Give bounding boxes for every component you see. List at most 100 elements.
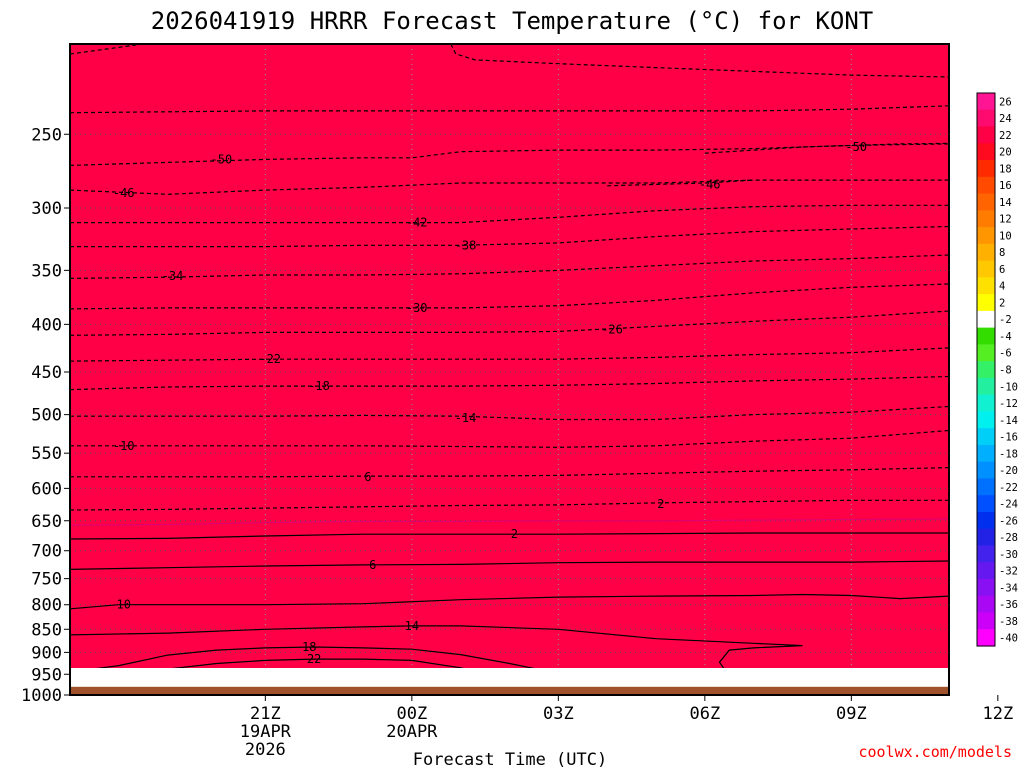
colorbar-label: 20 xyxy=(999,147,1012,159)
contour-line xyxy=(96,646,535,668)
colorbar-swatch xyxy=(977,629,995,647)
x-tick-label: 19APR xyxy=(240,722,292,742)
colorbar-swatch xyxy=(977,294,995,312)
y-tick-label: 750 xyxy=(31,570,62,590)
colorbar-swatch xyxy=(977,511,995,530)
contour-line xyxy=(70,499,949,511)
contour-label: -34 xyxy=(162,269,184,283)
y-tick-label: 1000 xyxy=(21,686,62,706)
contour-label: 18 xyxy=(302,640,316,654)
colorbar-swatch xyxy=(977,377,995,396)
contour-label: -10 xyxy=(113,439,135,453)
contour-line xyxy=(70,593,949,610)
contour-line xyxy=(70,179,949,195)
contour-line xyxy=(70,405,949,421)
contour-line xyxy=(70,466,949,478)
y-tick-label: 700 xyxy=(31,542,62,562)
colorbar-swatch xyxy=(977,361,995,379)
contour-label: 14 xyxy=(405,619,419,633)
colorbar-label: -14 xyxy=(999,415,1018,427)
colorbar-label: 12 xyxy=(999,214,1012,226)
y-tick-label: 400 xyxy=(31,315,62,335)
y-tick-label: 450 xyxy=(31,363,62,383)
colorbar-swatch xyxy=(977,126,995,144)
contour-label: 2 xyxy=(657,497,664,511)
colorbar-label: -16 xyxy=(999,432,1018,444)
colorbar-swatch xyxy=(977,428,995,446)
y-tick-label: 250 xyxy=(31,125,62,145)
contour-line xyxy=(70,518,949,526)
contour-line xyxy=(70,625,803,668)
colorbar-label: -34 xyxy=(999,582,1018,594)
contour-line xyxy=(70,254,949,279)
x-tick-label: 03Z xyxy=(543,704,574,724)
colorbar-label: -24 xyxy=(999,499,1018,511)
plot-frame xyxy=(69,43,950,696)
contour-line xyxy=(70,310,949,336)
colorbar-label: -20 xyxy=(999,465,1018,477)
contour-labels: 221814106226-10-14-18-22-26-30-34-38-42-… xyxy=(113,140,867,666)
colorbar-label: -36 xyxy=(999,599,1018,611)
colorbar: 26 24 22 20 18 16 14 12 10 8 6 4 2 -2 -4 -6 -8 -10 -12 -14 -… xyxy=(976,92,1018,647)
y-tick-label: 900 xyxy=(31,643,62,663)
contour-label: -14 xyxy=(455,411,477,425)
y-tick-label: 600 xyxy=(31,479,62,499)
colorbar-label: -10 xyxy=(999,381,1018,393)
colorbar-label: -8 xyxy=(999,365,1012,377)
colorbar-swatch xyxy=(977,595,995,614)
y-tick-label: 650 xyxy=(31,512,62,532)
colorbar-swatch xyxy=(977,310,995,329)
colorbar-swatch xyxy=(977,260,995,278)
colorbar-label: 10 xyxy=(999,230,1012,242)
colorbar-label: 18 xyxy=(999,163,1012,175)
x-axis-label: Forecast Time (UTC) xyxy=(413,750,607,768)
colorbar-label: 4 xyxy=(999,281,1005,293)
colorbar-swatch xyxy=(977,478,995,496)
y-tick-label: 850 xyxy=(31,620,62,640)
colorbar-swatch xyxy=(977,461,995,480)
x-tick-label: 06Z xyxy=(689,704,720,724)
y-tick-label: 800 xyxy=(31,596,62,616)
y-tick-label: 300 xyxy=(31,199,62,219)
credit-text[interactable]: coolwx.com/models xyxy=(858,743,1012,761)
colorbar-label: 22 xyxy=(999,130,1012,142)
colorbar-label: -30 xyxy=(999,549,1018,561)
contour-line xyxy=(70,283,949,310)
colorbar-label: -12 xyxy=(999,398,1018,410)
y-tick-label: 350 xyxy=(31,261,62,281)
temperature-field xyxy=(70,44,949,668)
y-axis: 250 300 350 400 450 500 550 600 650 700 750 800 850 9… xyxy=(21,125,70,706)
colorbar-label: -22 xyxy=(999,482,1018,494)
colorbar-swatch xyxy=(977,143,995,161)
contour-label: -18 xyxy=(308,379,330,393)
colorbar-swatch xyxy=(977,176,995,195)
colorbar-swatch xyxy=(977,562,995,580)
ground-below-surface xyxy=(70,686,949,695)
colorbar-label: -2 xyxy=(999,314,1012,326)
colorbar-label: 14 xyxy=(999,197,1012,209)
colorbar-swatch xyxy=(977,612,995,630)
chart-title: 2026041919 HRRR Forecast Temperature (°C… xyxy=(151,7,873,35)
colorbar-label: -38 xyxy=(999,616,1018,628)
contour-line xyxy=(70,532,949,540)
colorbar-swatch xyxy=(977,277,995,295)
colorbar-swatch xyxy=(977,411,995,429)
contour-label: 10 xyxy=(116,598,130,612)
contour-line xyxy=(70,347,949,362)
colorbar-label: 16 xyxy=(999,180,1012,192)
y-tick-label: 500 xyxy=(31,406,62,426)
colorbar-swatch xyxy=(977,109,995,128)
colorbar-swatch xyxy=(977,344,995,362)
y-tick-label: 550 xyxy=(31,444,62,464)
x-tick-label: 12Z xyxy=(982,704,1013,724)
colorbar-label: -6 xyxy=(999,348,1012,360)
colorbar-label: 2 xyxy=(999,298,1005,310)
colorbar-swatch xyxy=(977,210,995,228)
colorbar-label: -26 xyxy=(999,515,1018,527)
grid-lines xyxy=(70,44,949,668)
contour-label: -46 xyxy=(113,186,135,200)
colorbar-swatch xyxy=(977,578,995,597)
contour-label: 6 xyxy=(369,558,376,572)
